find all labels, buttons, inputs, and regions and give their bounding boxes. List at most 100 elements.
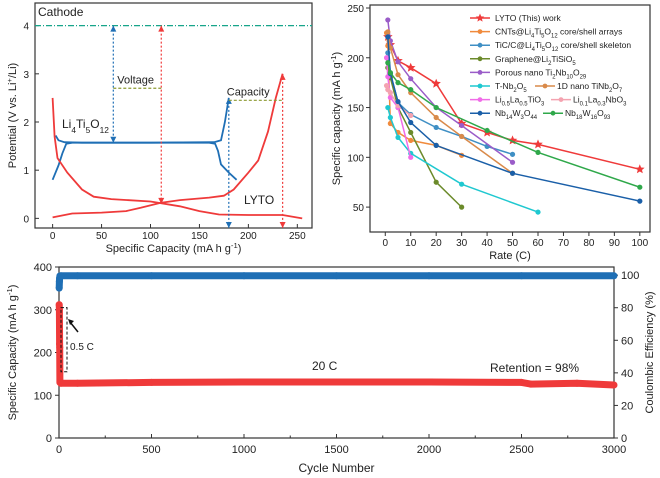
- data-point: [385, 29, 391, 35]
- data-point: [433, 114, 439, 121]
- capacity-arrow-lyto-head-top: [279, 73, 286, 80]
- data-point: [333, 378, 340, 386]
- x-tick-label: 80: [583, 238, 595, 249]
- data-point: [56, 343, 64, 351]
- x-tick-label: 50: [96, 231, 108, 242]
- potential-plot-frame: [34, 2, 313, 229]
- voltage-label: Voltage: [117, 74, 154, 86]
- voltage-arrow-lto-head-top: [110, 25, 117, 32]
- series-line-3: [52, 73, 284, 219]
- data-point: [408, 76, 414, 82]
- data-point: [610, 272, 618, 280]
- x-axis-label: Specific Capacity (mA h g-1): [106, 241, 242, 256]
- y-tick-label: 100: [34, 390, 52, 402]
- data-point-star: [406, 62, 416, 72]
- y2-axis-label: Coulombic Efficiency (%): [644, 291, 656, 413]
- high-rate-label: 20 C: [312, 359, 338, 373]
- y-tick-label: 4: [23, 22, 29, 33]
- data-point: [385, 60, 391, 66]
- legend-swatch-marker: [477, 56, 483, 62]
- legend-label: Graphene@Li2TiSiO5: [495, 54, 576, 67]
- legend-swatch-marker: [477, 97, 483, 102]
- cycling-plot-frame: [58, 266, 615, 439]
- data-point: [395, 134, 401, 141]
- y-tick-label: 0: [23, 214, 29, 225]
- data-point: [535, 209, 541, 215]
- data-point: [509, 151, 516, 157]
- data-point: [433, 142, 439, 148]
- x-tick-label: 200: [240, 231, 257, 242]
- data-point: [408, 154, 414, 160]
- y-tick-label: 150: [347, 104, 364, 115]
- low-rate-label: 0.5 C: [70, 342, 94, 353]
- data-point: [425, 272, 433, 280]
- data-point: [408, 129, 414, 136]
- x-tick-label: 30: [456, 238, 468, 249]
- data-point: [459, 122, 465, 129]
- x-tick-label: 1000: [232, 444, 256, 456]
- x-tick-label: 20: [431, 238, 443, 249]
- data-point: [55, 284, 63, 292]
- y-axis-label: Potential (V vs. Li+/Li): [5, 63, 20, 168]
- data-point: [459, 181, 465, 187]
- y-axis-label: Specific Capacity (mA h g-1): [5, 285, 20, 421]
- legend-swatch-marker: [558, 97, 564, 102]
- x-tick-label: 250: [289, 231, 306, 242]
- data-point: [387, 94, 393, 101]
- legend-swatch-marker: [477, 70, 483, 75]
- data-point: [408, 87, 414, 93]
- x-tick-label: 0: [56, 444, 62, 456]
- x-tick-label: 3000: [602, 444, 626, 456]
- data-point: [148, 272, 155, 280]
- data-point: [148, 378, 155, 386]
- data-point: [459, 204, 465, 210]
- legend-swatch-star: [475, 13, 485, 22]
- data-point: [387, 70, 393, 76]
- legend-swatch-marker: [477, 110, 483, 116]
- legend-swatch-marker: [542, 83, 548, 89]
- data-point-star: [533, 139, 543, 149]
- data-point: [433, 179, 439, 185]
- data-point: [395, 59, 401, 65]
- y2-tick-label: 20: [621, 400, 633, 412]
- x-tick-label: 1500: [324, 444, 348, 456]
- low-rate-arrow-head: [68, 319, 74, 325]
- legend-label: Porous nano Ti2Nb10O29: [495, 67, 587, 80]
- x-tick-label: 0: [50, 231, 56, 242]
- legend-label: Li0.1La0.3NbO3: [573, 95, 627, 108]
- x-tick-label: 0: [382, 238, 388, 249]
- low-rate-box: [60, 307, 68, 373]
- x-tick-label: 50: [507, 238, 519, 249]
- voltage-arrow-lyto-head-top: [158, 25, 165, 32]
- y-tick-label: 100: [347, 153, 364, 164]
- legend-label: Li0.5La0.5TiO3: [495, 95, 545, 108]
- data-point: [57, 272, 65, 280]
- data-point: [484, 127, 490, 134]
- legend-label: Nb18W16O93: [565, 108, 611, 121]
- y-tick-label: 400: [34, 262, 52, 274]
- x-tick-label: 500: [142, 444, 160, 456]
- legend-swatch-marker: [477, 83, 483, 89]
- y-axis-label: Specific capacity (mA h g-1): [329, 52, 344, 185]
- data-point: [518, 378, 525, 386]
- data-point: [408, 137, 414, 144]
- y-tick-label: 1: [23, 166, 29, 177]
- x-tick-label: 70: [558, 238, 570, 249]
- data-point: [408, 119, 414, 126]
- x-axis-label: Cycle Number: [298, 461, 374, 475]
- retention-label: Retention = 98%: [490, 361, 579, 375]
- data-point: [74, 272, 81, 280]
- legend-label: 1D nano TiNb2O7: [557, 81, 622, 94]
- data-point: [573, 379, 581, 387]
- data-point: [637, 184, 643, 190]
- data-point: [395, 72, 401, 78]
- x-tick-label: 100: [631, 238, 648, 249]
- x-tick-label: 60: [532, 238, 544, 249]
- data-point: [433, 124, 439, 131]
- series-line-1: [51, 97, 230, 181]
- data-point: [509, 159, 516, 165]
- data-point: [408, 112, 414, 119]
- lyto-label: LYTO: [244, 193, 274, 207]
- y-tick-label: 0: [46, 433, 52, 445]
